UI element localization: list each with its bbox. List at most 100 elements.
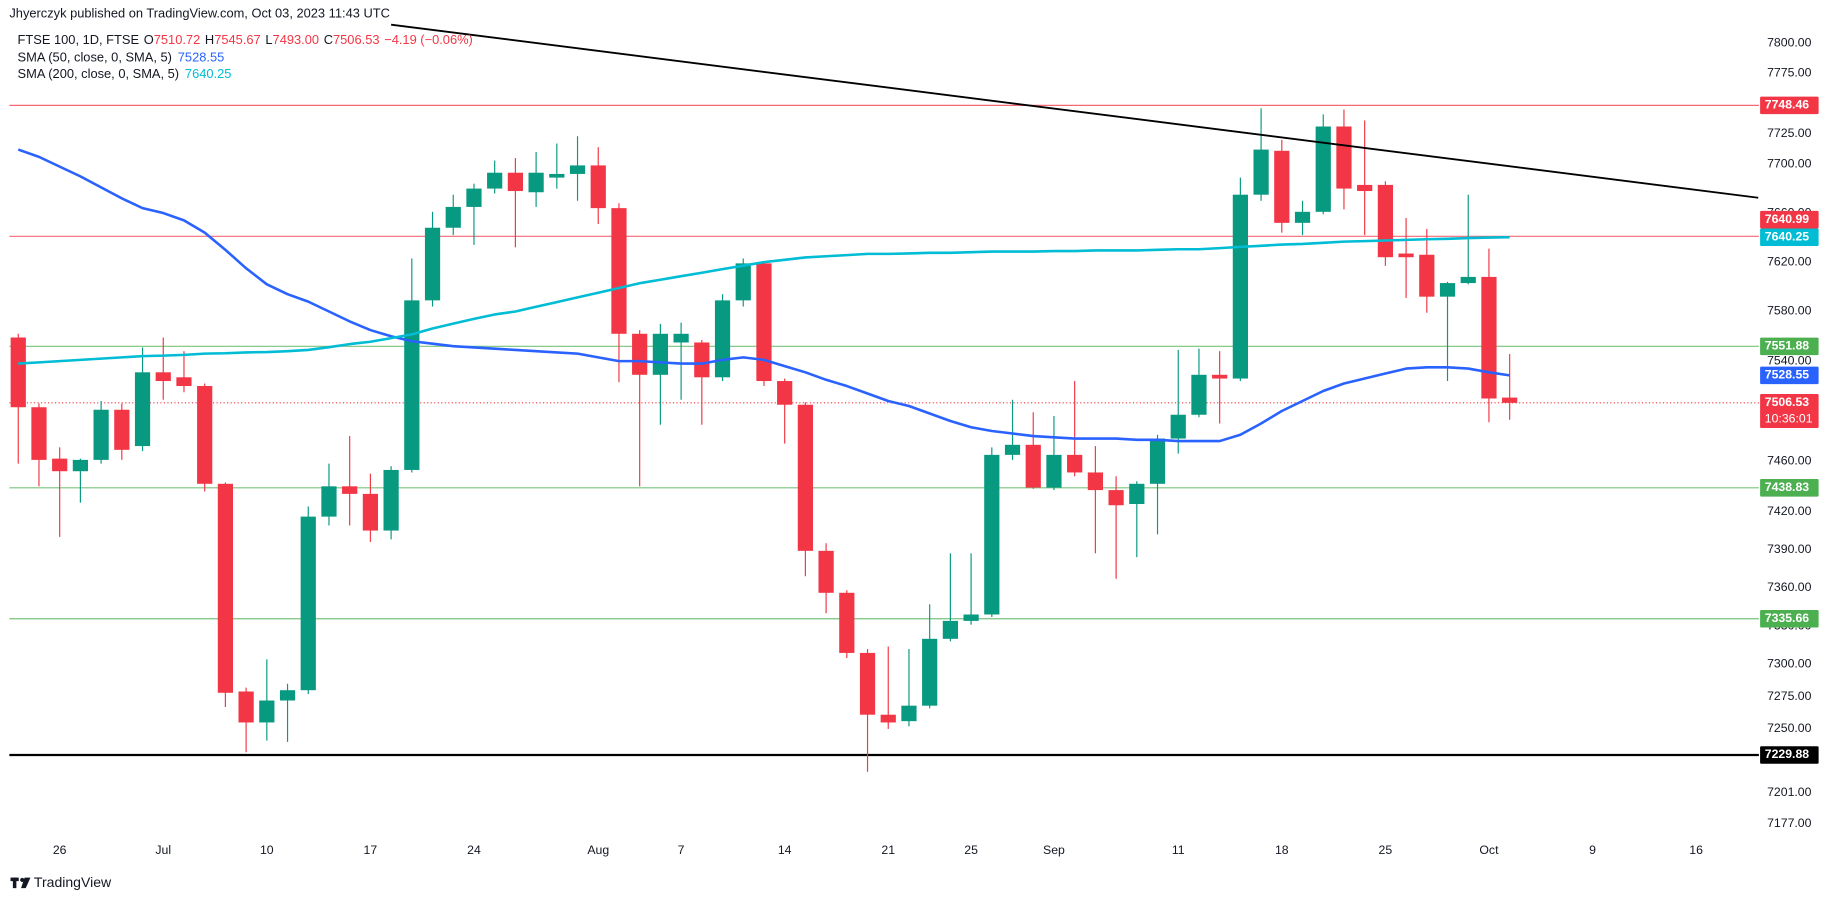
- y-tick-label: 7420.00: [1767, 504, 1812, 518]
- candle-body: [1481, 276, 1497, 399]
- price-tag-label: 7640.25: [1765, 229, 1810, 243]
- candle-body: [176, 377, 192, 387]
- y-tick-label: 7201.00: [1767, 785, 1812, 799]
- price-tag: [1760, 96, 1819, 115]
- legend-series-value: 7640.25: [185, 66, 231, 81]
- candle-body: [445, 206, 461, 228]
- x-tick-label: 18: [1275, 843, 1289, 857]
- candle-body: [404, 300, 420, 470]
- candle-body: [72, 459, 89, 472]
- x-tick-label: 24: [467, 843, 481, 857]
- candle-body: [922, 638, 938, 706]
- candle-body: [777, 381, 793, 405]
- x-tick-label: 25: [964, 843, 978, 857]
- logo-icon: [21, 877, 31, 889]
- candle-body: [321, 486, 337, 517]
- legend-symbol: FTSE 100, 1D, FTSE: [18, 32, 140, 47]
- y-tick-label: 7620.00: [1767, 254, 1812, 268]
- candle-body: [1315, 126, 1331, 212]
- candle-body: [1067, 454, 1083, 473]
- candle-body: [342, 486, 358, 494]
- candle-body: [362, 493, 379, 531]
- y-tick-label: 7775.00: [1767, 66, 1812, 80]
- candle-body: [984, 454, 1000, 615]
- price-tag-label: 7438.83: [1765, 480, 1810, 494]
- x-tick-label: 16: [1689, 843, 1703, 857]
- candle-body: [1419, 254, 1435, 297]
- candle-body: [1398, 253, 1414, 258]
- candle-body: [279, 690, 296, 701]
- y-tick-label: 7177.00: [1767, 816, 1812, 830]
- legend-key: O: [144, 32, 154, 47]
- candle-body: [942, 620, 958, 639]
- y-tick-label: 7540.00: [1767, 353, 1812, 367]
- y-tick-label: 7700.00: [1767, 156, 1812, 170]
- price-tag: [1760, 479, 1819, 497]
- price-tag: [1760, 746, 1819, 764]
- y-tick-label: 7250.00: [1767, 721, 1812, 735]
- legend-key: C: [324, 32, 333, 47]
- x-tick-label: Aug: [587, 843, 609, 857]
- x-tick-label: Sep: [1043, 843, 1065, 857]
- candle-body: [1004, 444, 1021, 455]
- candle-body: [1253, 149, 1269, 195]
- legend-ohlc: FTSE 100, 1D, FTSE O7510.72 H7545.67 L7493.…: [18, 32, 473, 47]
- candle-body: [1232, 194, 1248, 379]
- x-tick-label: 7: [678, 843, 685, 857]
- legend-key: L: [265, 32, 272, 47]
- legend-value: 7493.00: [273, 32, 319, 47]
- countdown: 10:36:01: [1765, 411, 1813, 425]
- y-tick-label: 7725.00: [1767, 126, 1812, 140]
- candle-body: [466, 188, 482, 207]
- y-tick-label: 7360.00: [1767, 580, 1812, 594]
- legend-key: H: [205, 32, 214, 47]
- candle-body: [238, 691, 254, 723]
- candle-body: [383, 469, 399, 531]
- candle-body: [1274, 150, 1290, 223]
- price-tag: [1760, 609, 1819, 628]
- price-tag-label: 7551.88: [1765, 339, 1810, 353]
- candle-body: [134, 372, 151, 447]
- candle-body: [1439, 283, 1456, 297]
- candle-body: [549, 173, 565, 178]
- price-tag-label: 7506.53: [1765, 395, 1810, 409]
- candle-body: [93, 409, 109, 460]
- y-tick-label: 7580.00: [1767, 304, 1812, 318]
- logo-icon: [20, 877, 25, 883]
- price-tag-label: 7748.46: [1765, 98, 1810, 112]
- logo-text: TradingView: [34, 874, 112, 890]
- sma-line: [18, 235, 1510, 365]
- candle-body: [424, 227, 441, 301]
- candle-body: [487, 172, 503, 189]
- candle-body: [300, 516, 316, 691]
- candle-body: [652, 333, 668, 375]
- price-tag: [1760, 228, 1819, 247]
- candle-body: [1212, 374, 1228, 379]
- price-tag-label: 7335.66: [1765, 611, 1810, 625]
- candle-body: [31, 407, 47, 460]
- x-tick-label: Oct: [1479, 843, 1499, 857]
- trendline: [390, 23, 1759, 199]
- attribution: Jhyerczyk published on TradingView.com, …: [9, 5, 390, 20]
- x-tick-label: 9: [1589, 843, 1596, 857]
- x-tick-label: 11: [1172, 843, 1185, 857]
- candle-body: [1460, 276, 1476, 284]
- candle-body: [714, 300, 731, 378]
- legend-series-name: SMA (200, close, 0, SMA, 5): [18, 66, 180, 81]
- plot-area: [9, 23, 1759, 772]
- legend-series: SMA (200, close, 0, SMA, 5) 7640.25: [18, 66, 232, 81]
- candle-body: [839, 592, 855, 653]
- x-tick-label: 25: [1379, 843, 1393, 857]
- candle-body: [528, 172, 544, 193]
- x-tick-label: 17: [364, 843, 378, 857]
- candle-body: [1336, 126, 1352, 189]
- candle-body: [590, 165, 606, 209]
- legend-value: 7510.72: [154, 32, 200, 47]
- candle-body: [217, 483, 234, 693]
- candle-body: [507, 172, 523, 192]
- candle-body: [611, 208, 627, 334]
- candle-body: [1149, 438, 1166, 484]
